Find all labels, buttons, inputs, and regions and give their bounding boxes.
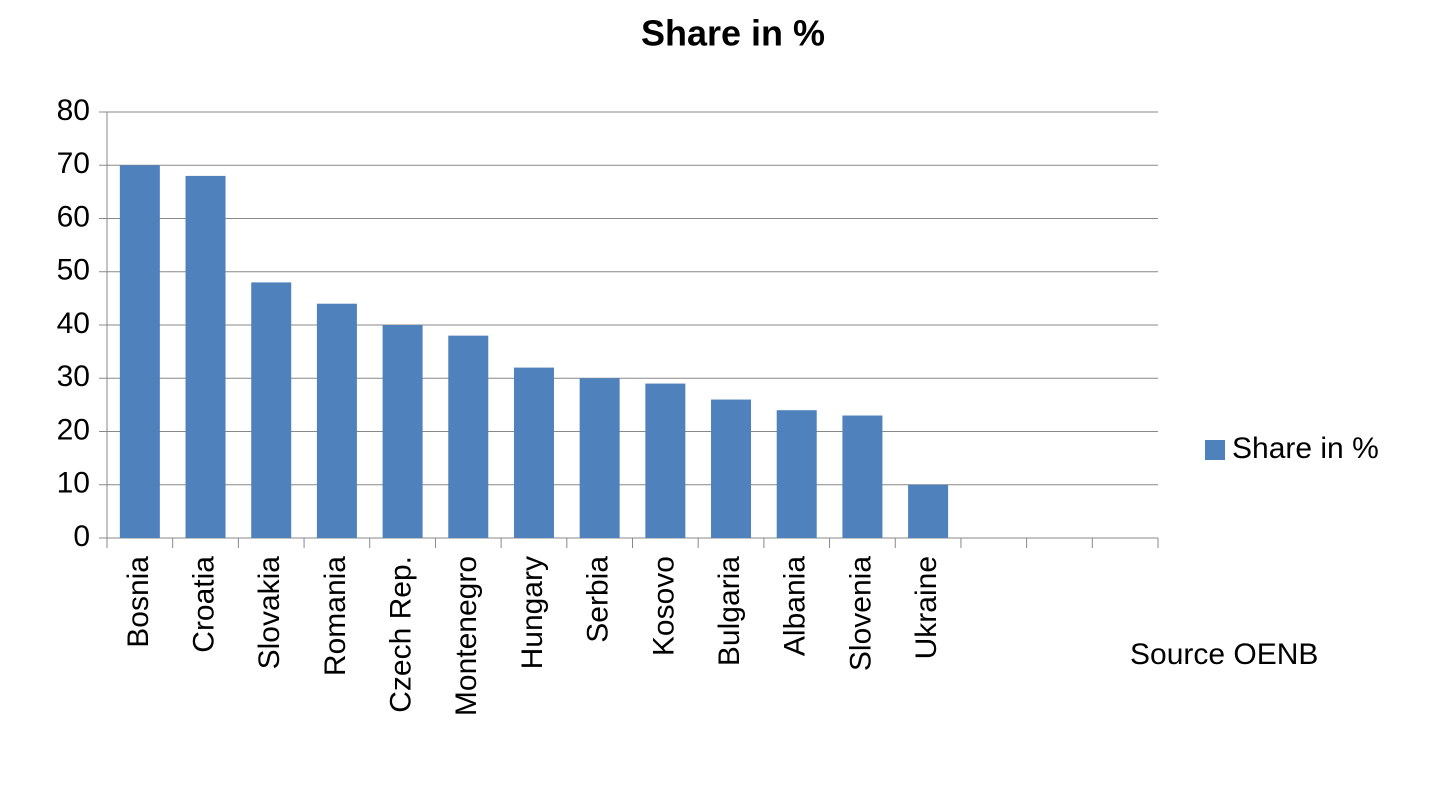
- bar: [185, 175, 226, 538]
- chart-title: Share in %: [641, 13, 825, 54]
- x-tick-label: Romania: [319, 556, 352, 676]
- y-tick-label: 60: [57, 200, 90, 233]
- bar: [579, 378, 620, 538]
- x-tick-label: Hungary: [516, 556, 549, 669]
- x-tick-label: Bosnia: [122, 556, 155, 648]
- bar: [448, 335, 489, 538]
- bar: [711, 399, 752, 538]
- x-tick-label: Slovakia: [253, 556, 286, 670]
- legend-swatch: [1205, 440, 1225, 460]
- y-tick-label: 10: [57, 467, 90, 500]
- y-tick-label: 80: [57, 94, 90, 127]
- bar: [776, 410, 817, 538]
- bar: [645, 383, 686, 538]
- y-tick-label: 70: [57, 147, 90, 180]
- x-tick-label: Albania: [779, 556, 812, 656]
- y-tick-label: 20: [57, 413, 90, 446]
- bar: [908, 484, 949, 538]
- x-tick-label: Ukraine: [910, 556, 943, 659]
- x-tick-label: Slovenia: [844, 556, 877, 671]
- bar: [119, 165, 160, 538]
- x-tick-label: Kosovo: [647, 556, 680, 656]
- y-tick-label: 50: [57, 254, 90, 287]
- bar: [842, 415, 883, 538]
- y-tick-label: 40: [57, 307, 90, 340]
- y-tick-label: 30: [57, 360, 90, 393]
- x-tick-label: Bulgaria: [713, 556, 746, 666]
- x-tick-label: Czech Rep.: [385, 556, 418, 713]
- bar: [382, 325, 423, 538]
- y-tick-label: 0: [73, 520, 90, 553]
- bar: [513, 367, 554, 538]
- bar: [251, 282, 292, 538]
- x-tick-label: Serbia: [582, 556, 615, 643]
- bar: [316, 303, 357, 538]
- legend-label: Share in %: [1232, 432, 1379, 465]
- x-tick-label: Croatia: [187, 556, 220, 653]
- x-tick-label: Montenegro: [450, 556, 483, 716]
- source-note: Source OENB: [1130, 638, 1318, 671]
